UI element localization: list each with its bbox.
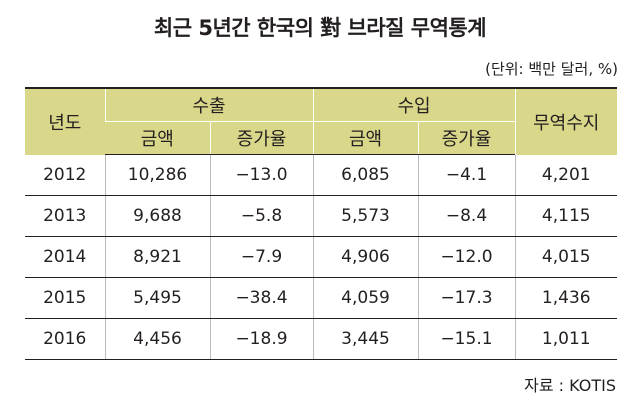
table-cell: 4,456 — [104, 318, 210, 360]
table-cell: 8,921 — [104, 236, 210, 278]
table-row: 2014 8,921 −7.9 4,906 −12.0 4,015 — [25, 236, 617, 278]
title: 최근 5년간 한국의 對 브라질 무역통계 — [153, 16, 487, 40]
table-cell: 2013 — [25, 195, 105, 237]
table-cell: 5,495 — [104, 277, 210, 319]
table-cell: 5,573 — [312, 195, 418, 237]
table-cell: 3,445 — [312, 318, 418, 360]
table-cell: −17.3 — [417, 277, 515, 319]
table-cell: 4,059 — [312, 277, 418, 319]
table-cell: 1,436 — [514, 277, 617, 319]
table-cell: −8.4 — [417, 195, 515, 237]
table-cell: 2016 — [25, 318, 105, 360]
table-cell: −5.8 — [209, 195, 313, 237]
header-cell: 금액 — [312, 121, 418, 155]
table-cell: 1,011 — [514, 318, 617, 360]
table-row: 2012 10,286 −13.0 6,085 −4.1 4,201 — [25, 154, 617, 196]
table-row: 2016 4,456 −18.9 3,445 −15.1 1,011 — [25, 318, 617, 360]
header-cell: 수입 — [312, 87, 515, 122]
table-cell: 10,286 — [104, 154, 210, 196]
header-row: 금액 증가율 금액 증가율 — [25, 121, 617, 155]
table-cell: −15.1 — [417, 318, 515, 360]
table-row: 2013 9,688 −5.8 5,573 −8.4 4,115 — [25, 195, 617, 237]
table-cell: 4,201 — [514, 154, 617, 196]
header-cell: 금액 — [105, 121, 210, 155]
header-cell: 수출 — [104, 87, 313, 122]
trade-table: 년도 수출 수입 무역수지 금액 증가율 금액 증가율 2012 10,286 −13.0… — [25, 87, 617, 360]
table-cell: 2015 — [25, 277, 105, 319]
table-cell: −38.4 — [209, 277, 313, 319]
header-cell: 무역수지 — [514, 87, 617, 155]
table-cell: −12.0 — [417, 236, 515, 278]
source: 자료 : KOTIS — [524, 376, 616, 395]
table-cell: 4,115 — [514, 195, 617, 237]
table-cell: −18.9 — [209, 318, 313, 360]
header-cell: 증가율 — [417, 121, 515, 155]
table-cell: −13.0 — [209, 154, 313, 196]
table-cell: −7.9 — [209, 236, 313, 278]
table-cell: 9,688 — [104, 195, 210, 237]
table-cell: −4.1 — [417, 154, 515, 196]
table-cell: 4,015 — [514, 236, 617, 278]
table-cell: 2014 — [25, 236, 105, 278]
unit-note: (단위: 백만 달러, %) — [485, 60, 618, 78]
table-cell: 6,085 — [312, 154, 418, 196]
header-cell: 증가율 — [209, 121, 313, 155]
table-cell: 4,906 — [312, 236, 418, 278]
table-body: 2012 10,286 −13.0 6,085 −4.1 4,201 2013 9,688 −5… — [25, 154, 617, 360]
table-cell: 2012 — [25, 154, 105, 196]
table-row: 2015 5,495 −38.4 4,059 −17.3 1,436 — [25, 277, 617, 319]
header-cell: 년도 — [25, 87, 105, 155]
